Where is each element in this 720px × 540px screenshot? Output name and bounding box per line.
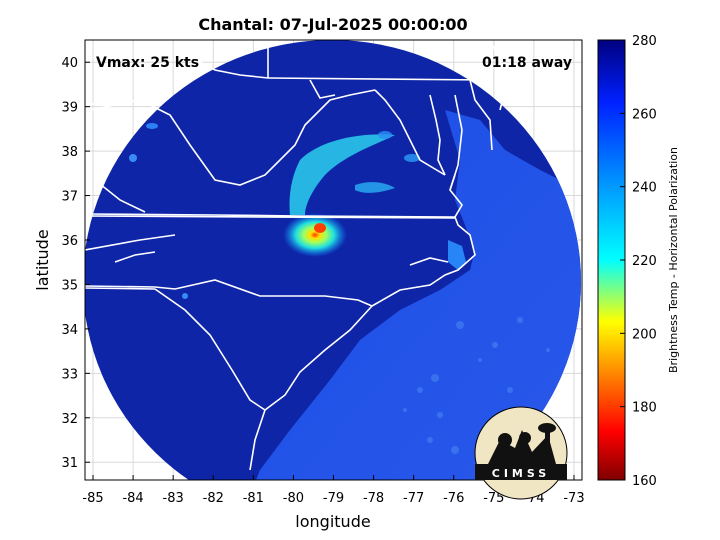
x-tick-label: -81 — [243, 491, 264, 506]
colorbar-tick-label: 220 — [632, 254, 657, 269]
colorbar-tick-label: 200 — [632, 327, 657, 342]
colorbar-tick-label: 180 — [632, 401, 657, 416]
storm-rainband — [129, 123, 420, 299]
colorbar-tick-labels: 160 180 200 220 240 260 280 — [620, 34, 657, 489]
y-tick-label: 35 — [61, 278, 78, 293]
x-tick-label: -83 — [163, 491, 184, 506]
y-tick-label: 37 — [61, 190, 78, 205]
y-tick-label: 40 — [61, 56, 78, 71]
chart-title: Chantal: 07-Jul-2025 00:00:00 — [198, 15, 467, 34]
y-tick-labels: 31 32 33 34 35 36 37 38 39 40 — [61, 56, 90, 471]
y-tick-label: 34 — [61, 323, 78, 338]
pamlico-sound-region — [448, 240, 466, 270]
y-tick-label: 39 — [61, 101, 78, 116]
logo-text: CIMSS — [492, 467, 550, 480]
y-tick-label: 33 — [61, 367, 78, 382]
x-tick-label: -84 — [122, 491, 143, 506]
x-tick-label: -78 — [363, 491, 384, 506]
x-tick-label: -85 — [82, 491, 103, 506]
x-tick-label: -79 — [323, 491, 344, 506]
x-tick-label: -73 — [563, 491, 584, 506]
x-tick-label: -76 — [443, 491, 464, 506]
colorbar-tick-label: 240 — [632, 181, 657, 196]
state-boundaries — [85, 40, 506, 476]
ocean-speckles — [403, 317, 550, 454]
colorbar-tick-label: 280 — [632, 34, 657, 49]
x-tick-label: -80 — [283, 491, 304, 506]
y-tick-label: 31 — [61, 456, 78, 471]
y-tick-label: 38 — [61, 145, 78, 160]
x-tick-label: -77 — [403, 491, 424, 506]
x-axis-label: longitude — [295, 512, 370, 531]
colorbar-tick-label: 160 — [632, 474, 657, 489]
y-tick-label: 36 — [61, 234, 78, 249]
time-away-annotation: 01:18 away — [482, 55, 572, 71]
cimss-logo: CIMSS — [474, 406, 568, 500]
colorbar-tick-label: 260 — [632, 107, 657, 122]
colorbar-label: Brightness Temp - Horizontal Polarizatio… — [667, 147, 680, 373]
x-tick-label: -82 — [203, 491, 224, 506]
y-axis-label: latitude — [33, 229, 52, 290]
vmax-annotation: Vmax: 25 kts — [96, 55, 199, 71]
x-tick-label: -75 — [483, 491, 504, 506]
y-tick-label: 32 — [61, 412, 78, 427]
